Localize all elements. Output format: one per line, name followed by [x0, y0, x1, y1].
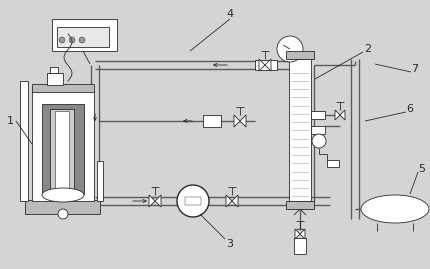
Bar: [55, 111, 69, 189]
Bar: [289, 59, 311, 201]
Polygon shape: [226, 195, 232, 207]
Circle shape: [277, 36, 303, 62]
Bar: [203, 115, 221, 127]
Bar: [57, 27, 109, 47]
Bar: [42, 104, 84, 194]
Bar: [47, 73, 63, 85]
Polygon shape: [149, 195, 155, 207]
Text: 3: 3: [227, 239, 233, 249]
Bar: [32, 91, 94, 201]
Bar: [97, 161, 103, 201]
Polygon shape: [335, 110, 340, 120]
Polygon shape: [340, 110, 345, 120]
Polygon shape: [155, 195, 161, 207]
Bar: [311, 126, 325, 134]
Circle shape: [312, 134, 326, 148]
Polygon shape: [232, 195, 238, 207]
Bar: [286, 201, 314, 209]
Polygon shape: [259, 59, 265, 71]
Bar: [286, 51, 314, 59]
Circle shape: [69, 37, 75, 43]
Polygon shape: [295, 229, 300, 239]
Text: 1: 1: [6, 116, 13, 126]
Bar: [294, 238, 306, 254]
Bar: [32, 84, 94, 92]
Bar: [25, 200, 100, 214]
Text: 5: 5: [418, 164, 426, 174]
Ellipse shape: [361, 195, 429, 223]
Polygon shape: [265, 59, 271, 71]
Bar: [50, 67, 58, 73]
Bar: [255, 60, 277, 70]
Polygon shape: [234, 115, 240, 127]
Bar: [50, 109, 74, 191]
Circle shape: [59, 37, 65, 43]
Polygon shape: [240, 115, 246, 127]
Text: 7: 7: [412, 64, 418, 74]
Bar: [327, 160, 339, 167]
Circle shape: [58, 209, 68, 219]
Bar: [311, 111, 325, 119]
Circle shape: [79, 37, 85, 43]
Polygon shape: [300, 229, 305, 239]
Text: 6: 6: [406, 104, 414, 114]
Bar: [185, 197, 201, 205]
Text: 2: 2: [365, 44, 372, 54]
Bar: [52, 19, 117, 51]
Circle shape: [177, 185, 209, 217]
Bar: [20, 81, 28, 201]
Ellipse shape: [42, 188, 84, 202]
Text: 4: 4: [227, 9, 233, 19]
